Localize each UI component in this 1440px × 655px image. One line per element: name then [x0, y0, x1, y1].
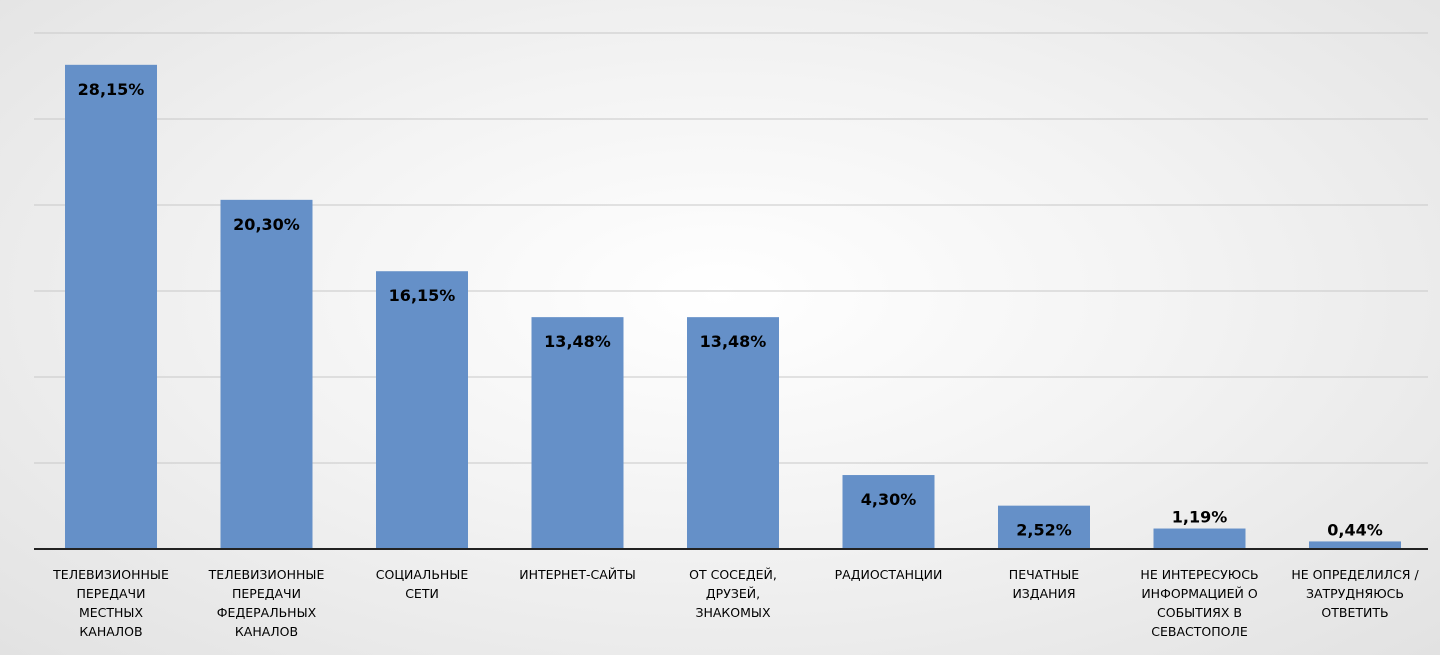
data-label: 13,48% — [700, 332, 767, 351]
data-label: 2,52% — [1016, 521, 1072, 540]
bar — [998, 505, 1090, 549]
bar — [531, 317, 624, 549]
category-label: НЕ ИНТЕРЕСУЮСЬ ИНФОРМАЦИЕЙ О СОБЫТИЯХ В … — [1140, 567, 1259, 639]
category-label: СОЦИАЛЬНЫЕ СЕТИ — [375, 567, 469, 601]
category-label: ТЕЛЕВИЗИОННЫЕ ПЕРЕДАЧИ МЕСТНЫХ КАНАЛОВ — [53, 567, 169, 639]
bar — [65, 64, 157, 549]
data-label: 16,15% — [389, 286, 456, 305]
bar — [687, 317, 779, 549]
bar — [220, 199, 313, 549]
data-label: 1,19% — [1172, 508, 1228, 527]
category-label: НЕ ОПРЕДЕЛИЛСЯ / ЗАТРУДНЯЮСЬ ОТВЕТИТЬ — [1291, 567, 1419, 620]
bar — [376, 271, 468, 549]
bar — [1153, 528, 1246, 549]
data-label: 28,15% — [78, 80, 145, 99]
data-label: 4,30% — [861, 490, 917, 509]
bar — [1309, 541, 1401, 549]
category-label: ПЕЧАТНЫЕ ИЗДАНИЯ — [1008, 567, 1080, 601]
category-label: ТЕЛЕВИЗИОННЫЕ ПЕРЕДАЧИ ФЕДЕРАЛЬНЫХ КАНАЛ… — [208, 567, 325, 639]
data-label: 20,30% — [233, 215, 300, 234]
data-label: 0,44% — [1327, 520, 1383, 539]
bar — [842, 475, 935, 549]
category-label: ИНТЕРНЕТ-САЙТЫ — [519, 567, 636, 582]
category-label: РАДИОСТАНЦИИ — [834, 567, 943, 582]
category-label: ОТ СОСЕДЕЙ, ДРУЗЕЙ, ЗНАКОМЫХ — [689, 567, 777, 620]
data-label: 13,48% — [544, 332, 611, 351]
